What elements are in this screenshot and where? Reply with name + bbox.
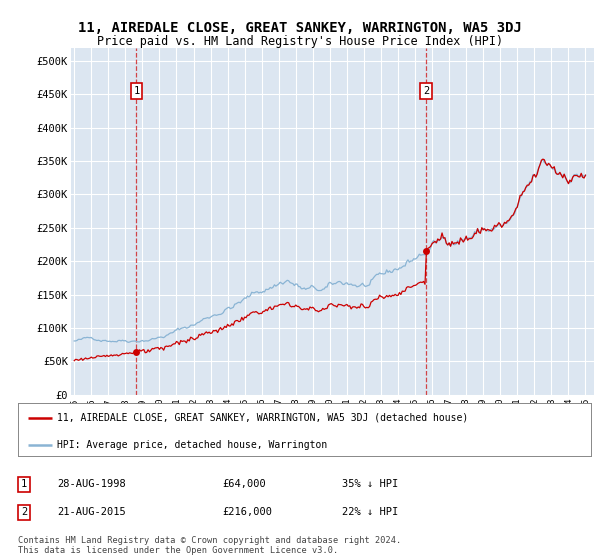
Text: 22% ↓ HPI: 22% ↓ HPI: [342, 507, 398, 517]
Text: 2: 2: [21, 507, 27, 517]
Text: Contains HM Land Registry data © Crown copyright and database right 2024.
This d: Contains HM Land Registry data © Crown c…: [18, 536, 401, 556]
Text: 11, AIREDALE CLOSE, GREAT SANKEY, WARRINGTON, WA5 3DJ (detached house): 11, AIREDALE CLOSE, GREAT SANKEY, WARRIN…: [57, 413, 468, 423]
Text: Price paid vs. HM Land Registry's House Price Index (HPI): Price paid vs. HM Land Registry's House …: [97, 35, 503, 48]
Text: HPI: Average price, detached house, Warrington: HPI: Average price, detached house, Warr…: [57, 440, 327, 450]
Text: 11, AIREDALE CLOSE, GREAT SANKEY, WARRINGTON, WA5 3DJ: 11, AIREDALE CLOSE, GREAT SANKEY, WARRIN…: [78, 21, 522, 35]
Text: 35% ↓ HPI: 35% ↓ HPI: [342, 479, 398, 489]
Text: 1: 1: [21, 479, 27, 489]
Text: 1: 1: [133, 86, 140, 96]
Text: 28-AUG-1998: 28-AUG-1998: [57, 479, 126, 489]
Text: £64,000: £64,000: [222, 479, 266, 489]
Text: 21-AUG-2015: 21-AUG-2015: [57, 507, 126, 517]
Text: £216,000: £216,000: [222, 507, 272, 517]
Text: 2: 2: [423, 86, 429, 96]
